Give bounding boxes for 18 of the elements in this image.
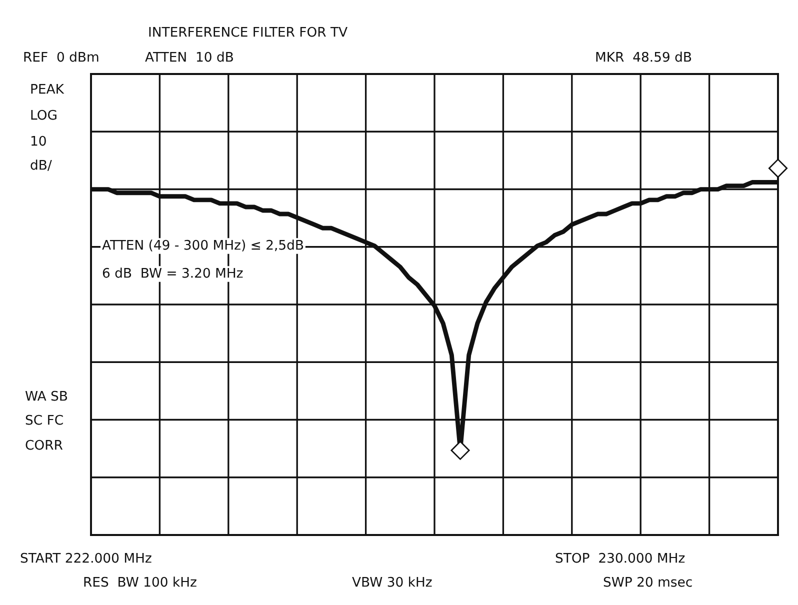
text: MKR 48.59 dB [596, 52, 692, 62]
text: SWP 20 msec [604, 576, 692, 587]
text: SC FC [26, 414, 63, 425]
text: VBW 30 kHz [352, 576, 432, 587]
annotation: 6 dB BW = 3.20 MHz [102, 268, 243, 278]
chart-title: INTERFERENCE FILTER FOR TV [149, 26, 348, 37]
text: START 222.000 MHz [20, 552, 152, 563]
text: STOP 230.000 MHz [556, 552, 685, 563]
text: ATTEN 10 dB [145, 52, 233, 62]
text: LOG [31, 110, 56, 120]
annotation: ATTEN (49 - 300 MHz) ≤ 2,5dB [102, 240, 304, 252]
text: dB/ [30, 160, 52, 171]
text: REF 0 dBm [24, 52, 98, 62]
text: RES BW 100 kHz [84, 576, 196, 587]
text: CORR [26, 440, 63, 450]
text: PEAK [31, 84, 64, 94]
text: WA SB [25, 390, 68, 401]
text: 10 [31, 136, 46, 146]
